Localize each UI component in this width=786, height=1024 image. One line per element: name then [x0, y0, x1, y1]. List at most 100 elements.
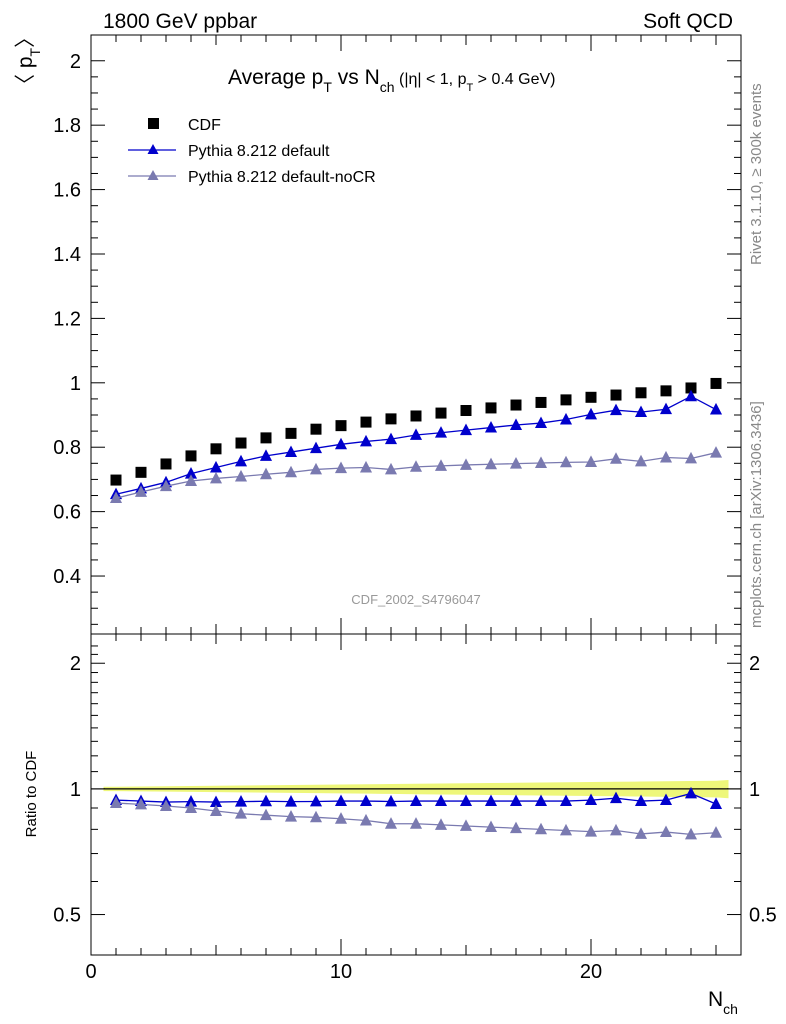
- cdf-point: [160, 458, 172, 470]
- main-ytick-label: 1.2: [53, 308, 81, 330]
- cdf-point: [660, 385, 672, 397]
- ratio-nocr-point: [309, 810, 323, 823]
- ratio-default-point: [559, 794, 573, 807]
- ratio-nocr-point: [334, 812, 348, 824]
- ratio-nocr-point: [284, 810, 298, 822]
- nocr-point: [209, 471, 223, 484]
- ratio-ytick-label: 2: [70, 653, 81, 675]
- default-point: [409, 428, 423, 440]
- main-ytick-label: 0.8: [53, 437, 81, 459]
- cdf-point: [685, 382, 697, 394]
- default-point: [459, 423, 473, 436]
- default-point: [209, 460, 223, 473]
- nocr-point: [259, 467, 273, 480]
- cdf-point: [135, 466, 147, 478]
- ratio-axis-ticks: 0.5 0.51 12 20 10 20: [53, 634, 777, 983]
- ratio-default-point: [409, 794, 423, 807]
- ratio-default-point: [209, 795, 223, 807]
- main-ytick-label: 1.4: [53, 244, 81, 266]
- title-cut-sub: T: [466, 82, 473, 94]
- cdf-point: [435, 407, 447, 419]
- nocr-point: [134, 485, 148, 497]
- ratio-nocr-point: [184, 801, 198, 813]
- ratio-default-point: [259, 794, 273, 807]
- main-ytick-label: 0.6: [53, 502, 81, 524]
- nocr-point: [584, 455, 598, 467]
- default-point: [684, 389, 698, 402]
- cdf-point: [110, 474, 122, 486]
- nocr-point: [459, 458, 473, 470]
- ratio-uncertainty-band: [103, 780, 729, 799]
- nocr-point: [509, 457, 523, 469]
- nocr-point: [309, 462, 323, 475]
- cdf-point: [210, 443, 222, 455]
- main-ytick-label: 1: [70, 373, 81, 395]
- ratio-ytick-label-right: 0.5: [749, 905, 777, 927]
- ratio-nocr-point: [434, 818, 448, 830]
- mcplots-label: mcplots.cern.ch [arXiv:1306.3436]: [748, 401, 765, 628]
- xlabel-main: N: [708, 988, 723, 1011]
- default-point: [334, 437, 348, 450]
- nocr-point: [109, 491, 123, 504]
- legend-label-cdf: CDF: [188, 117, 221, 134]
- legend: CDF Pythia 8.212 default Pythia 8.212 de…: [128, 117, 376, 186]
- ratio-default-point: [509, 794, 523, 807]
- default-point: [584, 407, 598, 420]
- legend-label-default: Pythia 8.212 default: [188, 143, 330, 160]
- cdf-point: [585, 391, 597, 403]
- rivet-label: Rivet 3.1.10, ≥ 300k events: [748, 83, 765, 265]
- main-title: Average pT vs Nch (|η| < 1, pT > 0.4 GeV…: [228, 66, 555, 95]
- legend-marker-default: [147, 144, 159, 154]
- ratio-nocr-point: [659, 825, 673, 838]
- ratio-nocr-point: [584, 825, 598, 837]
- ratio-nocr-point: [384, 817, 398, 829]
- cdf-point: [535, 396, 547, 408]
- ratio-nocr-point: [634, 827, 648, 839]
- ratio-series: [109, 786, 723, 840]
- ratio-nocr-point: [559, 823, 573, 836]
- ratio-default-point: [184, 795, 198, 807]
- ratio-nocr-point: [509, 821, 523, 834]
- cdf-point: [185, 450, 197, 462]
- ratio-nocr-point: [459, 819, 473, 831]
- default-point: [259, 449, 273, 461]
- nocr-point: [609, 452, 623, 464]
- ylabel-end: 〉: [14, 27, 37, 48]
- title-sub: T: [323, 79, 332, 95]
- nocr-point: [684, 451, 698, 464]
- legend-marker-cdf: [148, 118, 159, 129]
- default-point: [284, 445, 298, 457]
- ratio-ylabel: Ratio to CDF: [23, 751, 40, 838]
- nocr-point: [534, 456, 548, 468]
- cdf-point: [285, 427, 297, 439]
- xlabel-sub: ch: [723, 1001, 738, 1017]
- title-sub2: ch: [380, 79, 395, 95]
- ratio-default-point: [609, 791, 623, 804]
- default-point: [509, 418, 523, 430]
- ratio-nocr-point: [709, 826, 723, 838]
- cdf-point: [310, 423, 322, 435]
- ratio-nocr-point: [684, 827, 698, 840]
- ratio-default-point: [434, 794, 448, 807]
- main-series: [109, 377, 723, 504]
- ratio-default-point: [284, 795, 298, 807]
- ratio-nocr-point: [359, 813, 373, 826]
- nocr-point: [359, 460, 373, 473]
- ratio-default-point: [334, 794, 348, 807]
- cdf-point: [485, 402, 497, 414]
- default-point: [609, 403, 623, 416]
- cdf-point: [560, 394, 572, 406]
- title-main: Average p: [228, 66, 323, 89]
- header-energy: 1800 GeV ppbar: [103, 10, 257, 33]
- default-point: [484, 420, 498, 433]
- cdf-point: [410, 410, 422, 422]
- default-point: [659, 402, 673, 415]
- legend-label-nocr: Pythia 8.212 default-noCR: [188, 169, 376, 186]
- ratio-nocr-point: [609, 823, 623, 836]
- nocr-point: [284, 465, 298, 478]
- ratio-default-point: [709, 797, 723, 809]
- ylabel-main: 〈 p: [14, 56, 37, 95]
- default-point: [634, 405, 648, 418]
- header-category: Soft QCD: [643, 10, 733, 33]
